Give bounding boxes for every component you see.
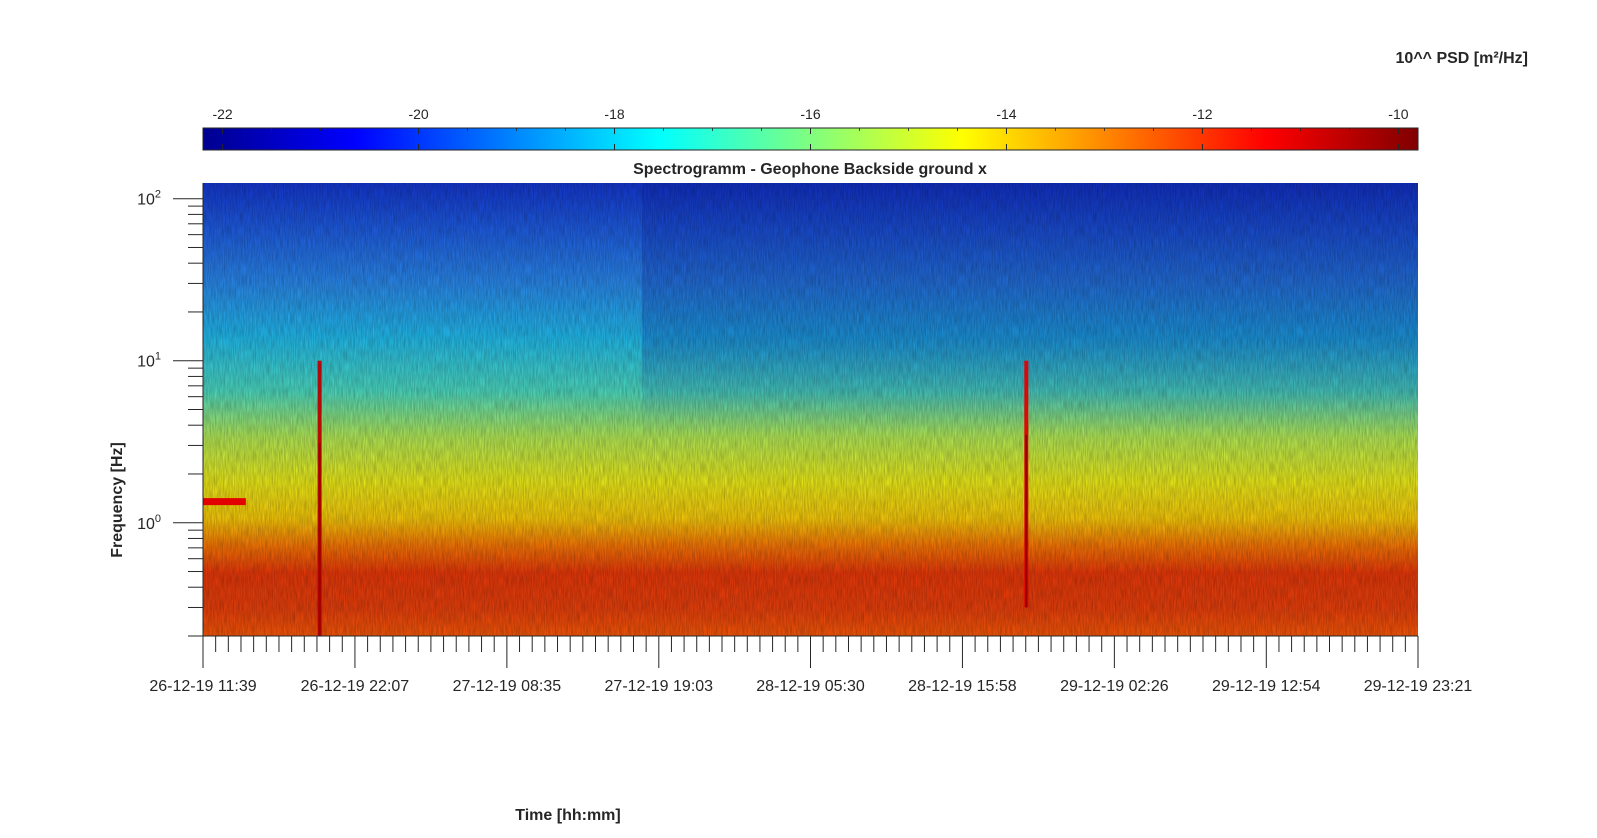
x-axis-label: Time [hh:mm] (515, 807, 620, 824)
colorbar-tick-label: -18 (604, 106, 624, 122)
x-tick-label: 27-12-19 19:03 (605, 678, 714, 695)
chart-title: Spectrogramm - Geophone Backside ground … (633, 161, 987, 178)
spectrogram-event-core (318, 443, 321, 636)
spectrogram-plot (203, 183, 1418, 636)
spectrogram-grain (203, 183, 1418, 636)
x-tick-label: 28-12-19 15:58 (908, 678, 1017, 695)
colorbar-ticks: -22 -20 -18 -16 -14 -12 -10 (212, 106, 1409, 150)
y-tick-label: 100 (137, 513, 161, 533)
colorbar: -22 -20 -18 -16 -14 -12 -10 (202, 106, 1419, 151)
spectrogram-band (203, 498, 246, 506)
y-axis-label: Frequency [Hz] (109, 442, 126, 558)
colorbar-tick-label: -14 (996, 106, 1016, 122)
x-tick-label: 29-12-19 23:21 (1364, 678, 1473, 695)
y-tick-exponent: 1 (155, 351, 161, 363)
y-tick-exponent: 2 (155, 189, 161, 201)
spectrogram-event-core (1025, 434, 1028, 608)
y-tick-label: 102 (137, 189, 161, 209)
x-tick-label: 28-12-19 05:30 (756, 678, 865, 695)
x-tick-label: 29-12-19 12:54 (1212, 678, 1321, 695)
spectrogram-events (317, 360, 1029, 636)
spectrogram-bands (203, 498, 246, 506)
colorbar-tick-label: -12 (1192, 106, 1212, 122)
x-tick-label: 26-12-19 11:39 (149, 678, 256, 695)
y-tick-base: 10 (137, 354, 155, 371)
y-tick-base: 10 (137, 192, 155, 209)
y-tick-exponent: 0 (155, 513, 161, 525)
x-axis: 26-12-19 11:39 26-12-19 22:07 27-12-19 08:… (149, 635, 1473, 695)
x-tick-label: 27-12-19 08:35 (453, 678, 562, 695)
colorbar-tick-label: -10 (1388, 106, 1408, 122)
y-tick-label: 101 (137, 351, 161, 371)
y-tick-base: 10 (137, 516, 155, 533)
colorbar-tick-label: -16 (800, 106, 820, 122)
colorbar-tick-label: -22 (212, 106, 232, 122)
colorbar-label: 10^^ PSD [m²/Hz] (1396, 50, 1528, 67)
colorbar-tick-label: -20 (408, 106, 428, 122)
x-tick-label: 29-12-19 02:26 (1060, 678, 1169, 695)
x-tick-label: 26-12-19 22:07 (301, 678, 410, 695)
